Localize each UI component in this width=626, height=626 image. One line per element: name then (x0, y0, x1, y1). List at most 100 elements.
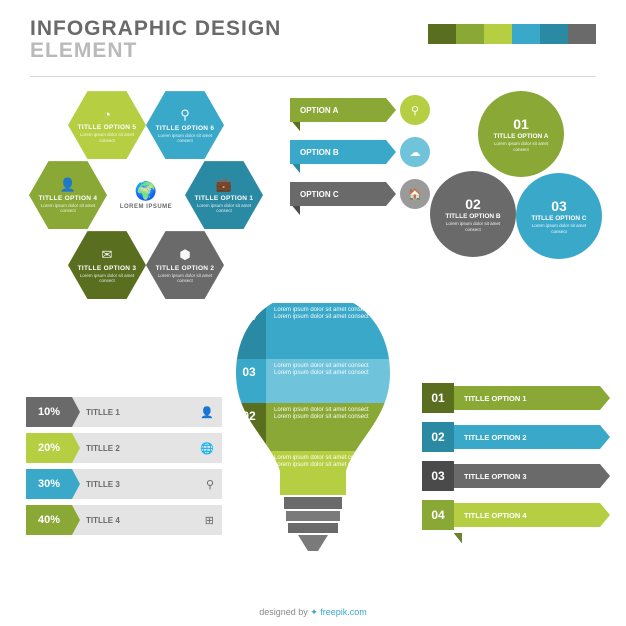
arrow-option: 04 TITLLE OPTION 4 (422, 500, 600, 530)
percent-bar: 20% TITLLE 2 🌐 (26, 433, 222, 463)
hex-icon: ⬢ (179, 247, 190, 263)
hex-icon: 💼 (216, 177, 232, 193)
hex-text: Lorem ipsum dolor sit amet consect (33, 203, 103, 214)
color-swatches (428, 24, 596, 44)
hex-cell: ✉ TITLLE OPTION 3Lorem ipsum dolor sit am… (68, 231, 146, 299)
ribbon: OPTION A ⚲ (290, 95, 430, 125)
circle-title: TITLLE OPTION A (493, 133, 548, 140)
pct-value: 20% (38, 442, 60, 454)
hex-title: TITLLE OPTION 3 (78, 265, 137, 272)
hex-center: 🌍 LOREM IPSUME (107, 161, 185, 229)
pct-label: TITLLE 3 (86, 480, 120, 489)
hex-text: Lorem ipsum dolor sit amet consect (72, 132, 142, 143)
lightbulb: 04Lorem ipsum dolor sit amet consect Lor… (232, 289, 394, 569)
info-circle: 01TITLLE OPTION ALorem ipsum dolor sit a… (478, 91, 564, 177)
pct-icon: 🌐 (200, 442, 214, 455)
ribbon-icon: 🏠 (400, 179, 430, 209)
footer-brand: ✦ freepik.com (310, 607, 367, 617)
hex-cell: ⬢TITLLE OPTION 2Lorem ipsum dolor sit am… (146, 231, 224, 299)
arrow-label: TITLLE OPTION 1 (464, 394, 527, 403)
hex-icon: ◔ (103, 107, 111, 122)
arrow-num: 01 (422, 383, 454, 413)
circle-num: 01 (513, 116, 529, 132)
hex-cell: 👤 TITLLE OPTION 4Lorem ipsum dolor sit am… (29, 161, 107, 229)
pct-value: 10% (38, 406, 60, 418)
swatch (428, 24, 456, 44)
ribbon-label: OPTION B (300, 148, 339, 157)
swatch (540, 24, 568, 44)
pct-label: TITLLE 4 (86, 516, 120, 525)
bulb-band: 03Lorem ipsum dolor sit amet consect Lor… (232, 359, 394, 403)
pct-label: TITLLE 1 (86, 408, 120, 417)
hex-title: TITLLE OPTION 6 (156, 125, 215, 132)
arrow-label: TITLLE OPTION 4 (464, 511, 527, 520)
pct-icon: 👤 (200, 406, 214, 419)
ribbon-icon: ⚲ (400, 95, 430, 125)
arrow-label: TITLLE OPTION 2 (464, 433, 527, 442)
swatch (568, 24, 596, 44)
ribbon-icon: ☁ (400, 137, 430, 167)
hex-icon: ⚲ (180, 107, 190, 123)
page-title: INFOGRAPHIC DESIGN ELEMENT (30, 18, 281, 62)
arrow-num: 02 (422, 422, 454, 452)
bulb-text: Lorem ipsum dolor sit amet consect Lorem… (274, 363, 386, 377)
hex-icon: 👤 (60, 177, 76, 193)
percent-bar: 10% TITLLE 1 👤 (26, 397, 222, 427)
pct-value: 40% (38, 514, 60, 526)
pct-value: 30% (38, 478, 60, 490)
circle-num: 02 (465, 196, 481, 212)
arrow-num: 03 (422, 461, 454, 491)
hex-title: TITLLE OPTION 1 (195, 195, 254, 202)
arrow-label: TITLLE OPTION 3 (464, 472, 527, 481)
arrow-option: 02 TITLLE OPTION 2 (422, 422, 600, 452)
hex-cell: ◔ TITLLE OPTION 5Lorem ipsum dolor sit am… (68, 91, 146, 159)
hex-text: Lorem ipsum dolor sit amet consect (72, 273, 142, 284)
bulb-band: 04Lorem ipsum dolor sit amet consect Lor… (232, 303, 394, 359)
pct-icon: ⊞ (205, 514, 214, 527)
swatch (484, 24, 512, 44)
pct-icon: ⚲ (206, 478, 214, 491)
bulb-num: 01 (232, 451, 266, 495)
hex-text: Lorem ipsum dolor sit amet consect (150, 133, 220, 144)
bulb-band: 01 Lorem ipsum dolor sit amet consect Lor… (232, 451, 394, 495)
hex-title: TITLLE OPTION 5 (78, 124, 137, 131)
footer-credit: designed by ✦ freepik.com (0, 607, 626, 618)
infographic-canvas: 🌍 LOREM IPSUME ◔TITLLE OPTION 5Lorem ips… (0, 77, 626, 607)
hex-text: Lorem ipsum dolor sit amet consect (150, 273, 220, 284)
bulb-text: Lorem ipsum dolor sit amet consect Lorem… (274, 407, 386, 421)
globe-icon: 🌍 (135, 181, 157, 202)
hex-text: Lorem ipsum dolor sit amet consect (189, 203, 259, 214)
hex-icon: ✉ (102, 247, 113, 263)
circle-num: 03 (551, 198, 567, 214)
arrow-option: 01 TITLLE OPTION 1 (422, 383, 600, 413)
bulb-text: Lorem ipsum dolor sit amet consect Lorem… (274, 455, 386, 469)
title-line1: INFOGRAPHIC DESIGN (30, 17, 281, 40)
header: INFOGRAPHIC DESIGN ELEMENT (0, 0, 626, 68)
hex-title: TITLLE OPTION 4 (39, 195, 98, 202)
percent-bar: 30% TITLLE 3 ⚲ (26, 469, 222, 499)
circle-desc: Lorem ipsum dolor sit amet consect (438, 221, 508, 232)
circle-desc: Lorem ipsum dolor sit amet consect (486, 141, 556, 152)
bulb-band: 02 Lorem ipsum dolor sit amet consect Lor… (232, 403, 394, 451)
arrow-option: 03 TITLLE OPTION 3 (422, 461, 600, 491)
bulb-num: 02 (232, 403, 266, 451)
ribbon-label: OPTION A (300, 106, 338, 115)
info-circle: 02TITLLE OPTION BLorem ipsum dolor sit a… (430, 171, 516, 257)
option-ribbons: OPTION A ⚲ OPTION B ☁ OPTION C 🏠 (290, 95, 430, 221)
hex-cell: ⚲ TITLLE OPTION 6Lorem ipsum dolor sit am… (146, 91, 224, 159)
arrow-num: 04 (422, 500, 454, 530)
swatch (456, 24, 484, 44)
pct-label: TITLLE 2 (86, 444, 120, 453)
arrow-options: 01 TITLLE OPTION 1 02 TITLLE OPTION 2 03 TITL… (422, 383, 600, 539)
ribbon-label: OPTION C (300, 190, 339, 199)
swatch (512, 24, 540, 44)
percent-bars: 10% TITLLE 1 👤 20% TITLLE 2 🌐 30% TITLLE 3 ⚲ 40% T… (26, 397, 222, 541)
info-circle: 03TITLLE OPTION CLorem ipsum dolor sit a… (516, 173, 602, 259)
footer-by: designed by (259, 607, 310, 617)
ribbon: OPTION C 🏠 (290, 179, 430, 209)
circle-title: TITLLE OPTION B (445, 213, 500, 220)
hex-center-label: LOREM IPSUME (120, 204, 172, 210)
title-line2: ELEMENT (30, 40, 281, 62)
circle-title: TITLLE OPTION C (531, 215, 586, 222)
circle-desc: Lorem ipsum dolor sit amet consect (524, 223, 594, 234)
